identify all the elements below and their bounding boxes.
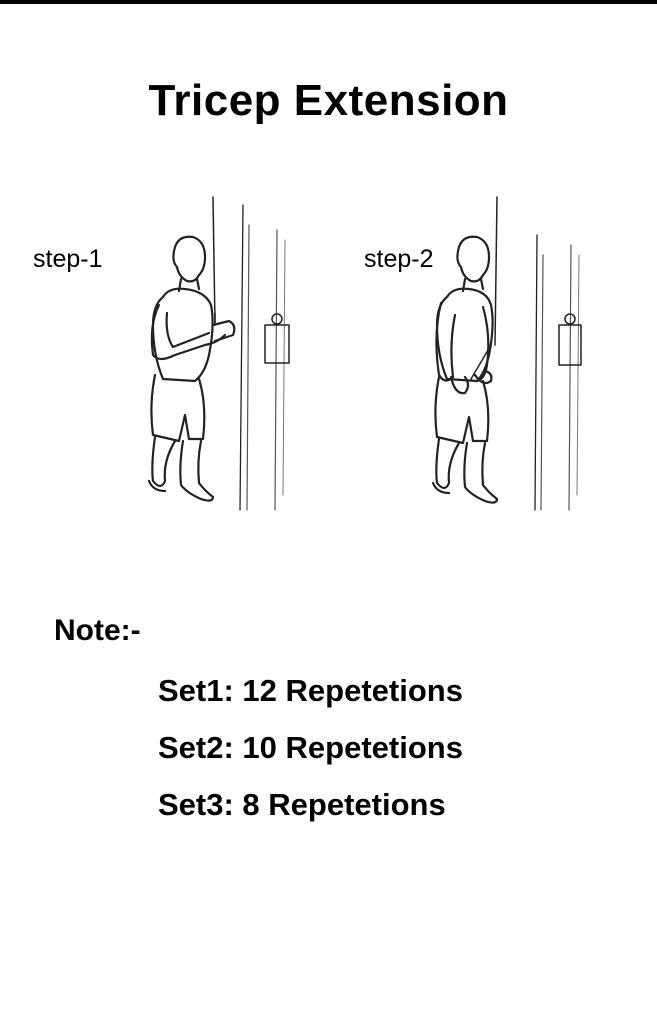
tricep-extension-end-illustration bbox=[431, 196, 582, 511]
step-2-label: step-2 bbox=[364, 245, 434, 273]
sets-list: Set1: 12 Repetetions Set2: 10 Repetetion… bbox=[158, 672, 463, 843]
set-2-text: Set2: 10 Repetetions bbox=[158, 730, 463, 765]
page-title: Tricep Extension bbox=[148, 76, 509, 125]
set-3-text: Set3: 8 Repetetions bbox=[158, 787, 446, 822]
note-heading: Note:- bbox=[54, 614, 141, 647]
top-border bbox=[0, 0, 657, 4]
step-1-label: step-1 bbox=[33, 245, 103, 273]
tricep-extension-start-illustration bbox=[147, 196, 290, 511]
set-1-text: Set1: 12 Repetetions bbox=[158, 673, 463, 708]
